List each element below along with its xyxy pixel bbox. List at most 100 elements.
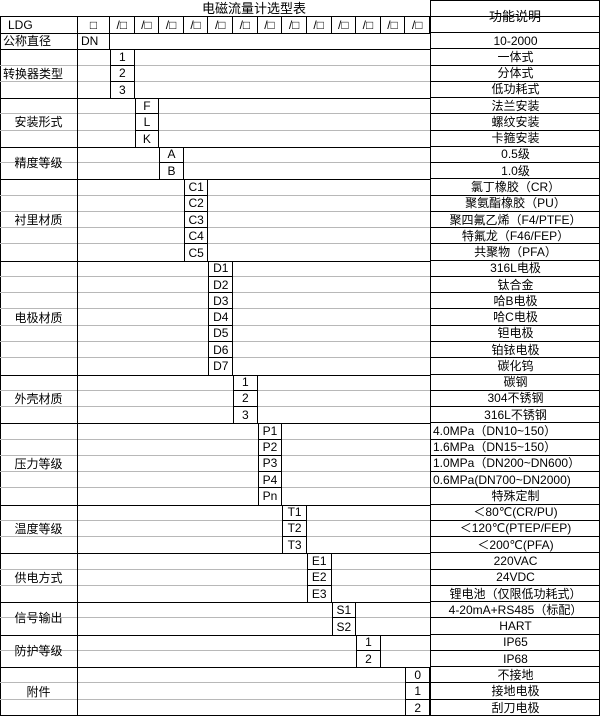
description-cell: 24VDC [430,569,600,586]
description-cell: 碳化钨 [430,358,600,375]
description-cell: 螺纹安装 [430,114,600,131]
section-separator [0,179,430,195]
row-gridline [0,147,430,164]
code-placeholder-box: /□ [307,16,332,33]
category-label: 安装形式 [0,98,78,147]
code-placeholder-box: /□ [405,16,430,33]
code-cell: S2 [331,618,357,635]
description-cell: 钛合金 [430,276,600,294]
code-cell: T2 [282,520,307,538]
row-gridline [0,472,430,489]
row-gridline [0,423,430,440]
category-label: 精度等级 [0,146,78,180]
code-cell: C1 [183,179,209,196]
row-gridline [0,456,430,473]
code-placeholder-box: /□ [332,16,357,33]
code-cell: 2 [233,390,258,408]
code-cell: D6 [208,341,234,359]
row-gridline [0,521,430,538]
code-cell: 1 [356,634,381,651]
category-label: 防护等级 [0,634,78,668]
code-cell: D7 [208,358,234,375]
code-cell: F [134,98,160,115]
model-prefix: LDG [0,16,78,33]
description-cell: 刮刀电极 [430,699,600,716]
row-gridline [0,602,430,619]
code-placeholder-box: /□ [233,16,258,33]
row-gridline [0,179,430,196]
row-gridline [0,375,430,391]
code-placeholder-box: /□ [159,16,184,33]
code-placeholder-box: /□ [184,16,209,33]
description-cell: 316L电极 [430,260,600,277]
code-cell: D2 [208,276,234,294]
code-cell: E1 [306,553,332,570]
section-separator [0,374,430,391]
description-cell: 0.6MPa(DN700~DN2000) [430,472,600,489]
category-label: 外壳材质 [0,374,78,424]
category-label: 温度等级 [0,504,78,554]
page-title: 电磁流量计选型表 [201,0,306,16]
description-cell: 特氟龙（F46/FEP） [430,228,600,245]
section-separator [0,423,430,439]
row-gridline [0,505,430,521]
code-cell: Pn [257,488,283,505]
code-cell: D4 [208,309,234,326]
row-gridline [0,114,430,131]
category-label: 电极材质 [0,260,78,375]
category-label: 公称直径 [0,33,78,50]
description-cell: 卡箍安装 [430,130,600,147]
category-label: 压力等级 [0,423,78,505]
section-separator [0,49,430,65]
section-separator [0,146,430,163]
code-cell: DN [78,33,110,50]
code-cell: 3 [233,407,258,424]
code-cell: S1 [331,602,357,619]
description-cell: 分体式 [430,65,600,82]
code-placeholder-box: /□ [135,16,160,33]
code-cell: 2 [356,650,381,668]
section-separator [0,602,430,618]
description-cell: 4-20mA+RS485（标配） [430,602,600,619]
code-cell: C4 [183,228,209,245]
code-cell: 2 [110,65,135,82]
row-gridline [0,212,430,229]
category-label: 供电方式 [0,553,78,603]
description-cell: 哈B电极 [430,293,600,310]
description-cell: 0.5级 [430,146,600,164]
row-gridline [0,440,430,456]
code-cell: E3 [306,585,332,603]
row-gridline [0,49,430,66]
code-placeholder-box: /□ [208,16,234,33]
code-cell: C2 [183,195,209,212]
description-cell: 10-2000 [430,33,600,50]
description-cell: HART [430,618,600,635]
category-label: 附件 [0,667,78,716]
description-cell: IP68 [430,650,600,668]
code-cell: C3 [183,211,209,229]
description-cell: ＜200℃(PFA) [430,537,600,554]
code-cell: P2 [257,439,283,456]
row-gridline [0,391,430,408]
section-separator [0,504,430,521]
code-cell: D3 [208,293,234,310]
section-separator [0,634,430,651]
row-gridline [0,667,430,684]
description-cell: 4.0MPa（DN10~150） [430,423,600,440]
row-gridline [0,228,430,245]
code-placeholder-box: /□ [258,16,283,33]
code-cell: L [134,114,160,131]
description-cell: 锂电池（仅限低功耗式） [430,585,600,603]
category-label: 信号输出 [0,602,78,635]
code-cell: E2 [306,569,332,586]
description-cell: ＜120℃(PTEP/FEP) [430,520,600,538]
code-cell: 1 [405,683,430,700]
description-cell: 哈C电极 [430,309,600,326]
description-cell: 氯丁橡胶（CR） [430,179,600,196]
section-separator [0,98,430,114]
section-separator [0,33,430,49]
description-cell: 聚氨酯橡胶（PU） [430,195,600,212]
row-gridline [0,196,430,212]
